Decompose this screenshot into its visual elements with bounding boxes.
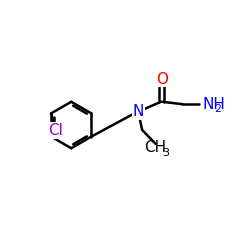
Text: 2: 2 [214, 104, 221, 114]
Text: Cl: Cl [48, 123, 64, 138]
Text: O: O [156, 72, 168, 86]
Text: N: N [133, 104, 144, 119]
Text: 3: 3 [162, 148, 169, 158]
Text: NH: NH [202, 97, 225, 112]
Text: CH: CH [144, 140, 167, 155]
